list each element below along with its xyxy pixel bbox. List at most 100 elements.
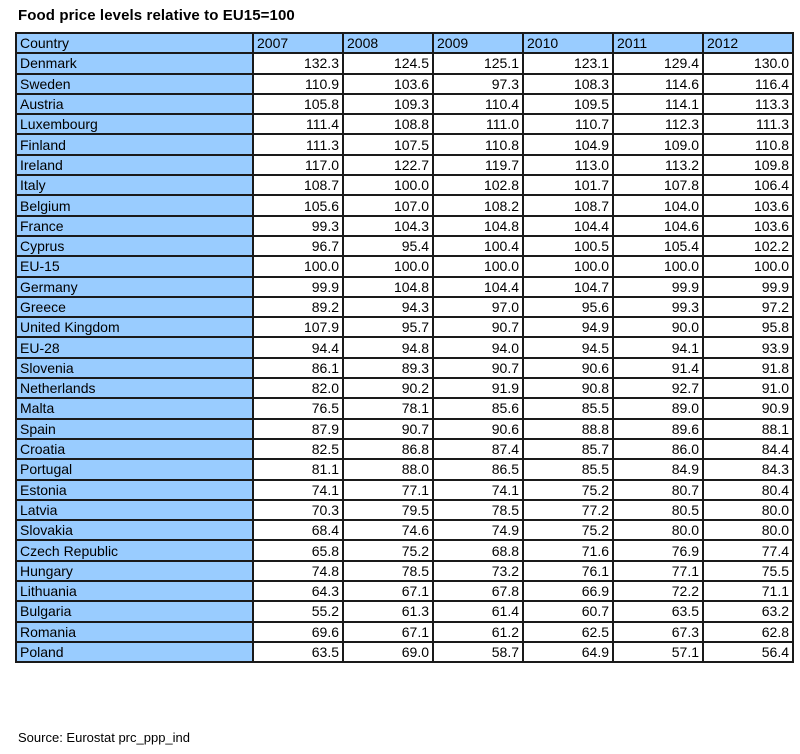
value-cell: 108.7 (252, 174, 344, 197)
country-cell: Czech Republic (15, 539, 254, 562)
value-cell: 86.1 (252, 356, 344, 380)
value-cell: 76.1 (522, 559, 614, 583)
value-cell: 78.1 (342, 397, 434, 420)
value-cell: 110.9 (252, 72, 344, 95)
header-row: Country 2007 2008 2009 2010 2011 2012 (15, 31, 794, 55)
value-cell: 100.0 (342, 255, 434, 278)
value-cell: 71.6 (522, 539, 614, 562)
value-cell: 67.8 (432, 580, 524, 603)
value-cell: 77.1 (612, 559, 704, 583)
value-cell: 94.9 (522, 316, 614, 339)
table-row: Hungary 74.8 78.5 73.2 76.1 77.1 75.5 (15, 559, 794, 583)
country-cell: Portugal (15, 458, 254, 481)
value-cell: 95.6 (522, 295, 614, 319)
country-cell: Belgium (15, 194, 254, 217)
value-cell: 101.7 (522, 174, 614, 197)
value-cell: 75.2 (522, 478, 614, 501)
value-cell: 100.4 (432, 234, 524, 258)
value-cell: 97.3 (432, 72, 524, 95)
value-cell: 113.2 (612, 153, 704, 177)
country-cell: EU-28 (15, 336, 254, 359)
value-cell: 79.5 (342, 498, 434, 522)
value-cell: 129.4 (612, 52, 704, 75)
country-cell: Malta (15, 397, 254, 420)
value-cell: 95.4 (342, 234, 434, 258)
country-cell: Bulgaria (15, 600, 254, 623)
table-row: Czech Republic 65.8 75.2 68.8 71.6 76.9 77.4 (15, 539, 794, 562)
value-cell: 74.9 (432, 519, 524, 542)
value-cell: 94.4 (252, 336, 344, 359)
table-row: Slovakia 68.4 74.6 74.9 75.2 80.0 80.0 (15, 519, 794, 542)
value-cell: 88.1 (702, 417, 794, 440)
table-row: Belgium 105.6 107.0 108.2 108.7 104.0 103.6 (15, 194, 794, 217)
value-cell: 110.4 (432, 92, 524, 116)
value-cell: 75.5 (702, 559, 794, 583)
value-cell: 90.0 (612, 316, 704, 339)
table-row: EU-28 94.4 94.8 94.0 94.5 94.1 93.9 (15, 336, 794, 359)
value-cell: 108.8 (342, 113, 434, 136)
value-cell: 117.0 (252, 153, 344, 177)
value-cell: 86.5 (432, 458, 524, 481)
value-cell: 85.5 (522, 397, 614, 420)
table-row: Sweden 110.9 103.6 97.3 108.3 114.6 116.4 (15, 72, 794, 95)
value-cell: 69.0 (342, 640, 434, 664)
country-cell: Austria (15, 92, 254, 116)
value-cell: 74.8 (252, 559, 344, 583)
column-header-year: 2012 (702, 31, 794, 55)
country-cell: Cyprus (15, 234, 254, 258)
value-cell: 105.8 (252, 92, 344, 116)
table-row: Germany 99.9 104.8 104.4 104.7 99.9 99.9 (15, 275, 794, 298)
value-cell: 102.8 (432, 174, 524, 197)
value-cell: 75.2 (522, 519, 614, 542)
value-cell: 87.4 (432, 437, 524, 461)
value-cell: 112.3 (612, 113, 704, 136)
country-cell: Croatia (15, 437, 254, 461)
country-cell: Spain (15, 417, 254, 440)
value-cell: 90.9 (702, 397, 794, 420)
value-cell: 63.5 (252, 640, 344, 664)
table-row: Finland 111.3 107.5 110.8 104.9 109.0 110.8 (15, 133, 794, 156)
value-cell: 104.3 (342, 214, 434, 237)
value-cell: 90.8 (522, 377, 614, 400)
column-header-year: 2008 (342, 31, 434, 55)
value-cell: 90.2 (342, 377, 434, 400)
value-cell: 103.6 (702, 194, 794, 217)
value-cell: 89.0 (612, 397, 704, 420)
value-cell: 74.6 (342, 519, 434, 542)
value-cell: 97.0 (432, 295, 524, 319)
column-header-country: Country (15, 31, 254, 55)
table-row: EU-15 100.0 100.0 100.0 100.0 100.0 100.0 (15, 255, 794, 278)
value-cell: 107.9 (252, 316, 344, 339)
value-cell: 119.7 (432, 153, 524, 177)
value-cell: 74.1 (252, 478, 344, 501)
value-cell: 124.5 (342, 52, 434, 75)
value-cell: 78.5 (432, 498, 524, 522)
value-cell: 106.4 (702, 174, 794, 197)
value-cell: 67.1 (342, 580, 434, 603)
table-row: Estonia 74.1 77.1 74.1 75.2 80.7 80.4 (15, 478, 794, 501)
country-cell: Finland (15, 133, 254, 156)
country-cell: France (15, 214, 254, 237)
table-row: France 99.3 104.3 104.8 104.4 104.6 103.6 (15, 214, 794, 237)
value-cell: 132.3 (252, 52, 344, 75)
value-cell: 130.0 (702, 52, 794, 75)
value-cell: 77.1 (342, 478, 434, 501)
country-cell: EU-15 (15, 255, 254, 278)
column-header-year: 2009 (432, 31, 524, 55)
value-cell: 55.2 (252, 600, 344, 623)
value-cell: 108.2 (432, 194, 524, 217)
value-cell: 85.7 (522, 437, 614, 461)
value-cell: 102.2 (702, 234, 794, 258)
value-cell: 100.0 (522, 255, 614, 278)
value-cell: 76.9 (612, 539, 704, 562)
value-cell: 80.0 (612, 519, 704, 542)
value-cell: 111.3 (702, 113, 794, 136)
value-cell: 90.7 (432, 356, 524, 380)
value-cell: 125.1 (432, 52, 524, 75)
country-cell: Netherlands (15, 377, 254, 400)
table-row: Romania 69.6 67.1 61.2 62.5 67.3 62.8 (15, 620, 794, 643)
value-cell: 104.7 (522, 275, 614, 298)
value-cell: 90.7 (342, 417, 434, 440)
value-cell: 94.8 (342, 336, 434, 359)
value-cell: 86.0 (612, 437, 704, 461)
